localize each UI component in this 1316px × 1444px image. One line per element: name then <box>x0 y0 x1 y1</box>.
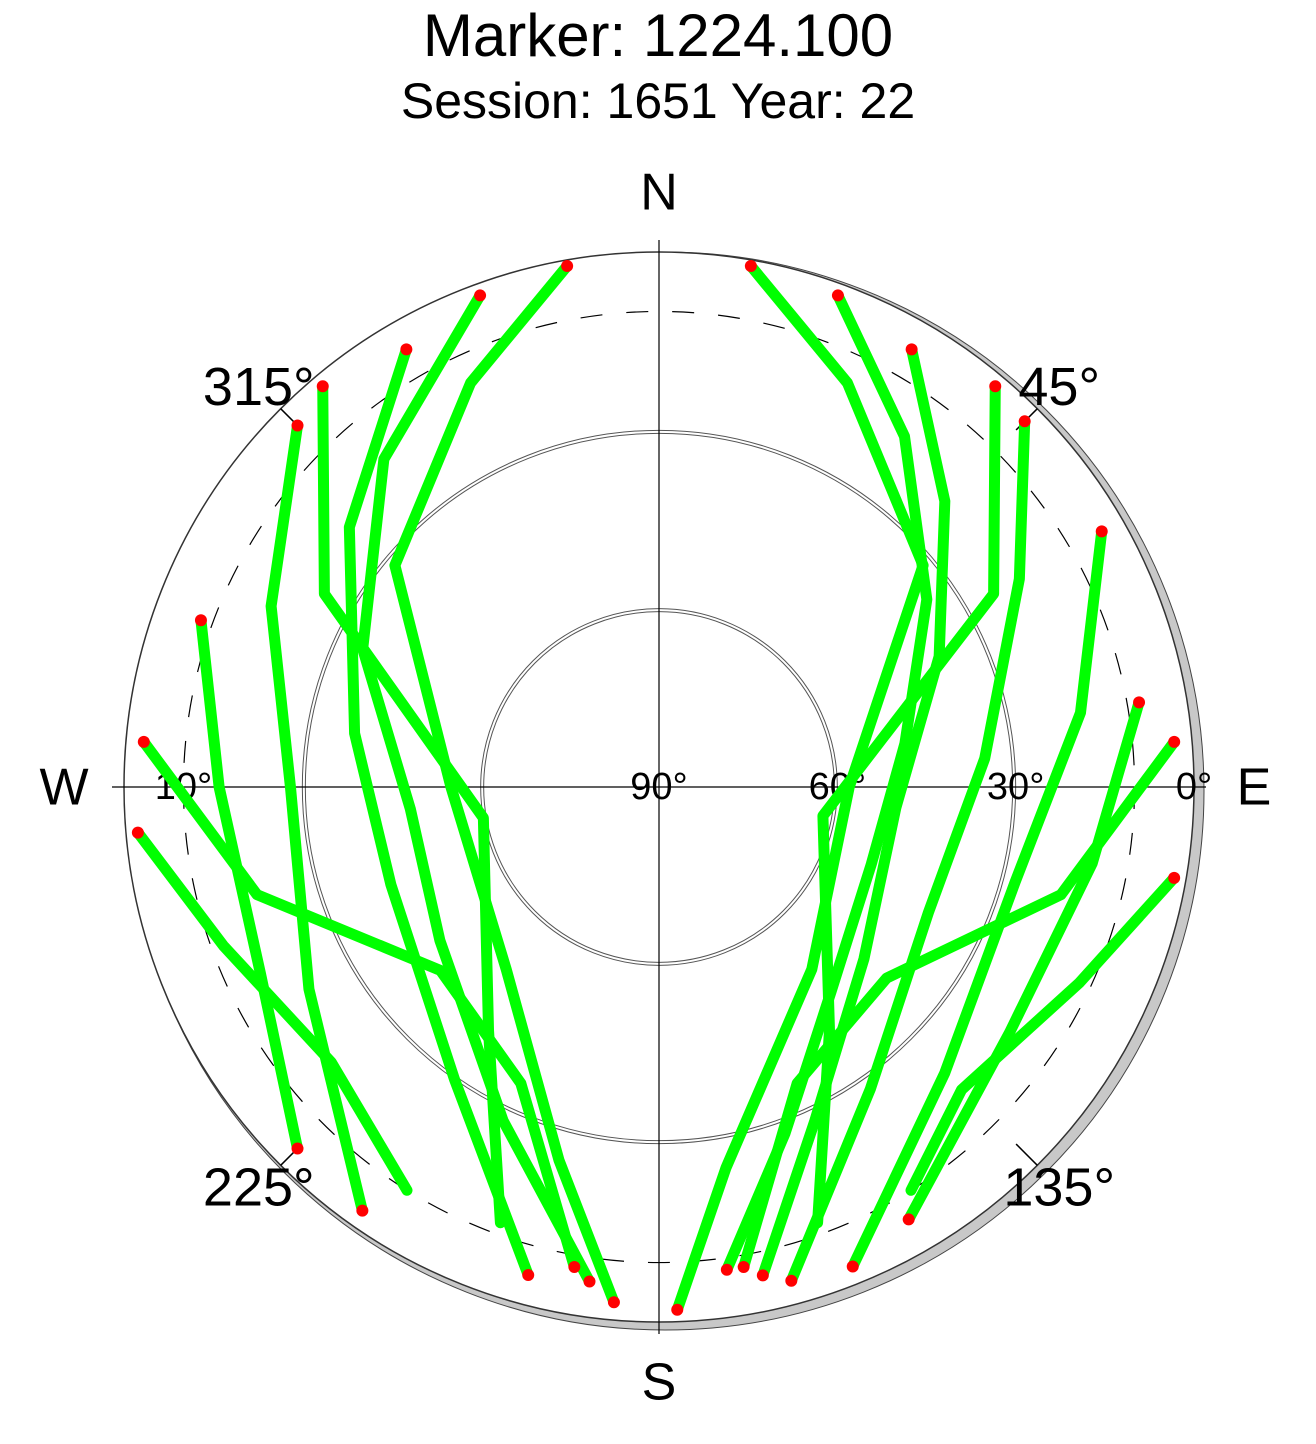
below-mask-point <box>137 735 150 748</box>
azimuth-label: 45° <box>1018 357 1100 417</box>
azimuth-label: 315° <box>203 357 315 417</box>
below-mask-point <box>291 1142 304 1155</box>
below-mask-point <box>905 343 918 356</box>
track <box>903 696 1145 1225</box>
below-mask-point <box>1168 871 1181 884</box>
track <box>847 525 1108 1273</box>
below-mask-point <box>989 380 1002 393</box>
below-mask-point <box>474 289 487 302</box>
below-mask-point <box>400 343 413 356</box>
azimuth-label: E <box>1237 759 1272 817</box>
track <box>317 380 506 1229</box>
below-mask-point <box>583 1275 596 1288</box>
below-mask-point <box>1018 415 1031 428</box>
below-mask-point <box>846 1260 859 1273</box>
track <box>132 827 413 1196</box>
below-mask-point <box>194 614 207 627</box>
below-mask-point <box>744 259 757 272</box>
track <box>785 415 1031 1287</box>
azimuth-label: 225° <box>203 1157 315 1217</box>
track <box>812 380 1001 1229</box>
below-mask-point <box>902 1213 915 1226</box>
track <box>343 343 534 1281</box>
azimuth-label: 135° <box>1003 1157 1115 1217</box>
azimuth-label: W <box>39 759 88 817</box>
chart-subtitle: Session: 1651 Year: 22 <box>401 73 915 129</box>
below-mask-point <box>1095 525 1108 538</box>
below-mask-point <box>131 826 144 839</box>
track <box>757 343 951 1281</box>
below-mask-point <box>607 1296 620 1309</box>
below-mask-point <box>671 1303 684 1316</box>
below-mask-point <box>737 1261 750 1274</box>
below-mask-point <box>316 380 329 393</box>
below-mask-point <box>291 419 304 432</box>
below-mask-point <box>785 1274 798 1287</box>
below-mask-point <box>568 1261 581 1274</box>
below-mask-point <box>831 289 844 302</box>
azimuth-label: N <box>640 164 678 222</box>
track <box>138 736 580 1273</box>
azimuth-label: S <box>642 1354 677 1412</box>
below-mask-point <box>756 1269 769 1282</box>
track <box>389 260 620 1308</box>
azimuth-tick <box>1015 1143 1038 1166</box>
below-mask-point <box>1168 735 1181 748</box>
below-mask-point <box>522 1269 535 1282</box>
below-mask-point <box>1133 696 1146 709</box>
track <box>357 289 596 1287</box>
chart-title: Marker: 1224.100 <box>423 2 893 69</box>
below-mask-point <box>561 259 574 272</box>
track <box>905 872 1180 1196</box>
below-mask-point <box>720 1263 733 1276</box>
below-mask-point <box>356 1204 369 1217</box>
track <box>738 736 1180 1273</box>
